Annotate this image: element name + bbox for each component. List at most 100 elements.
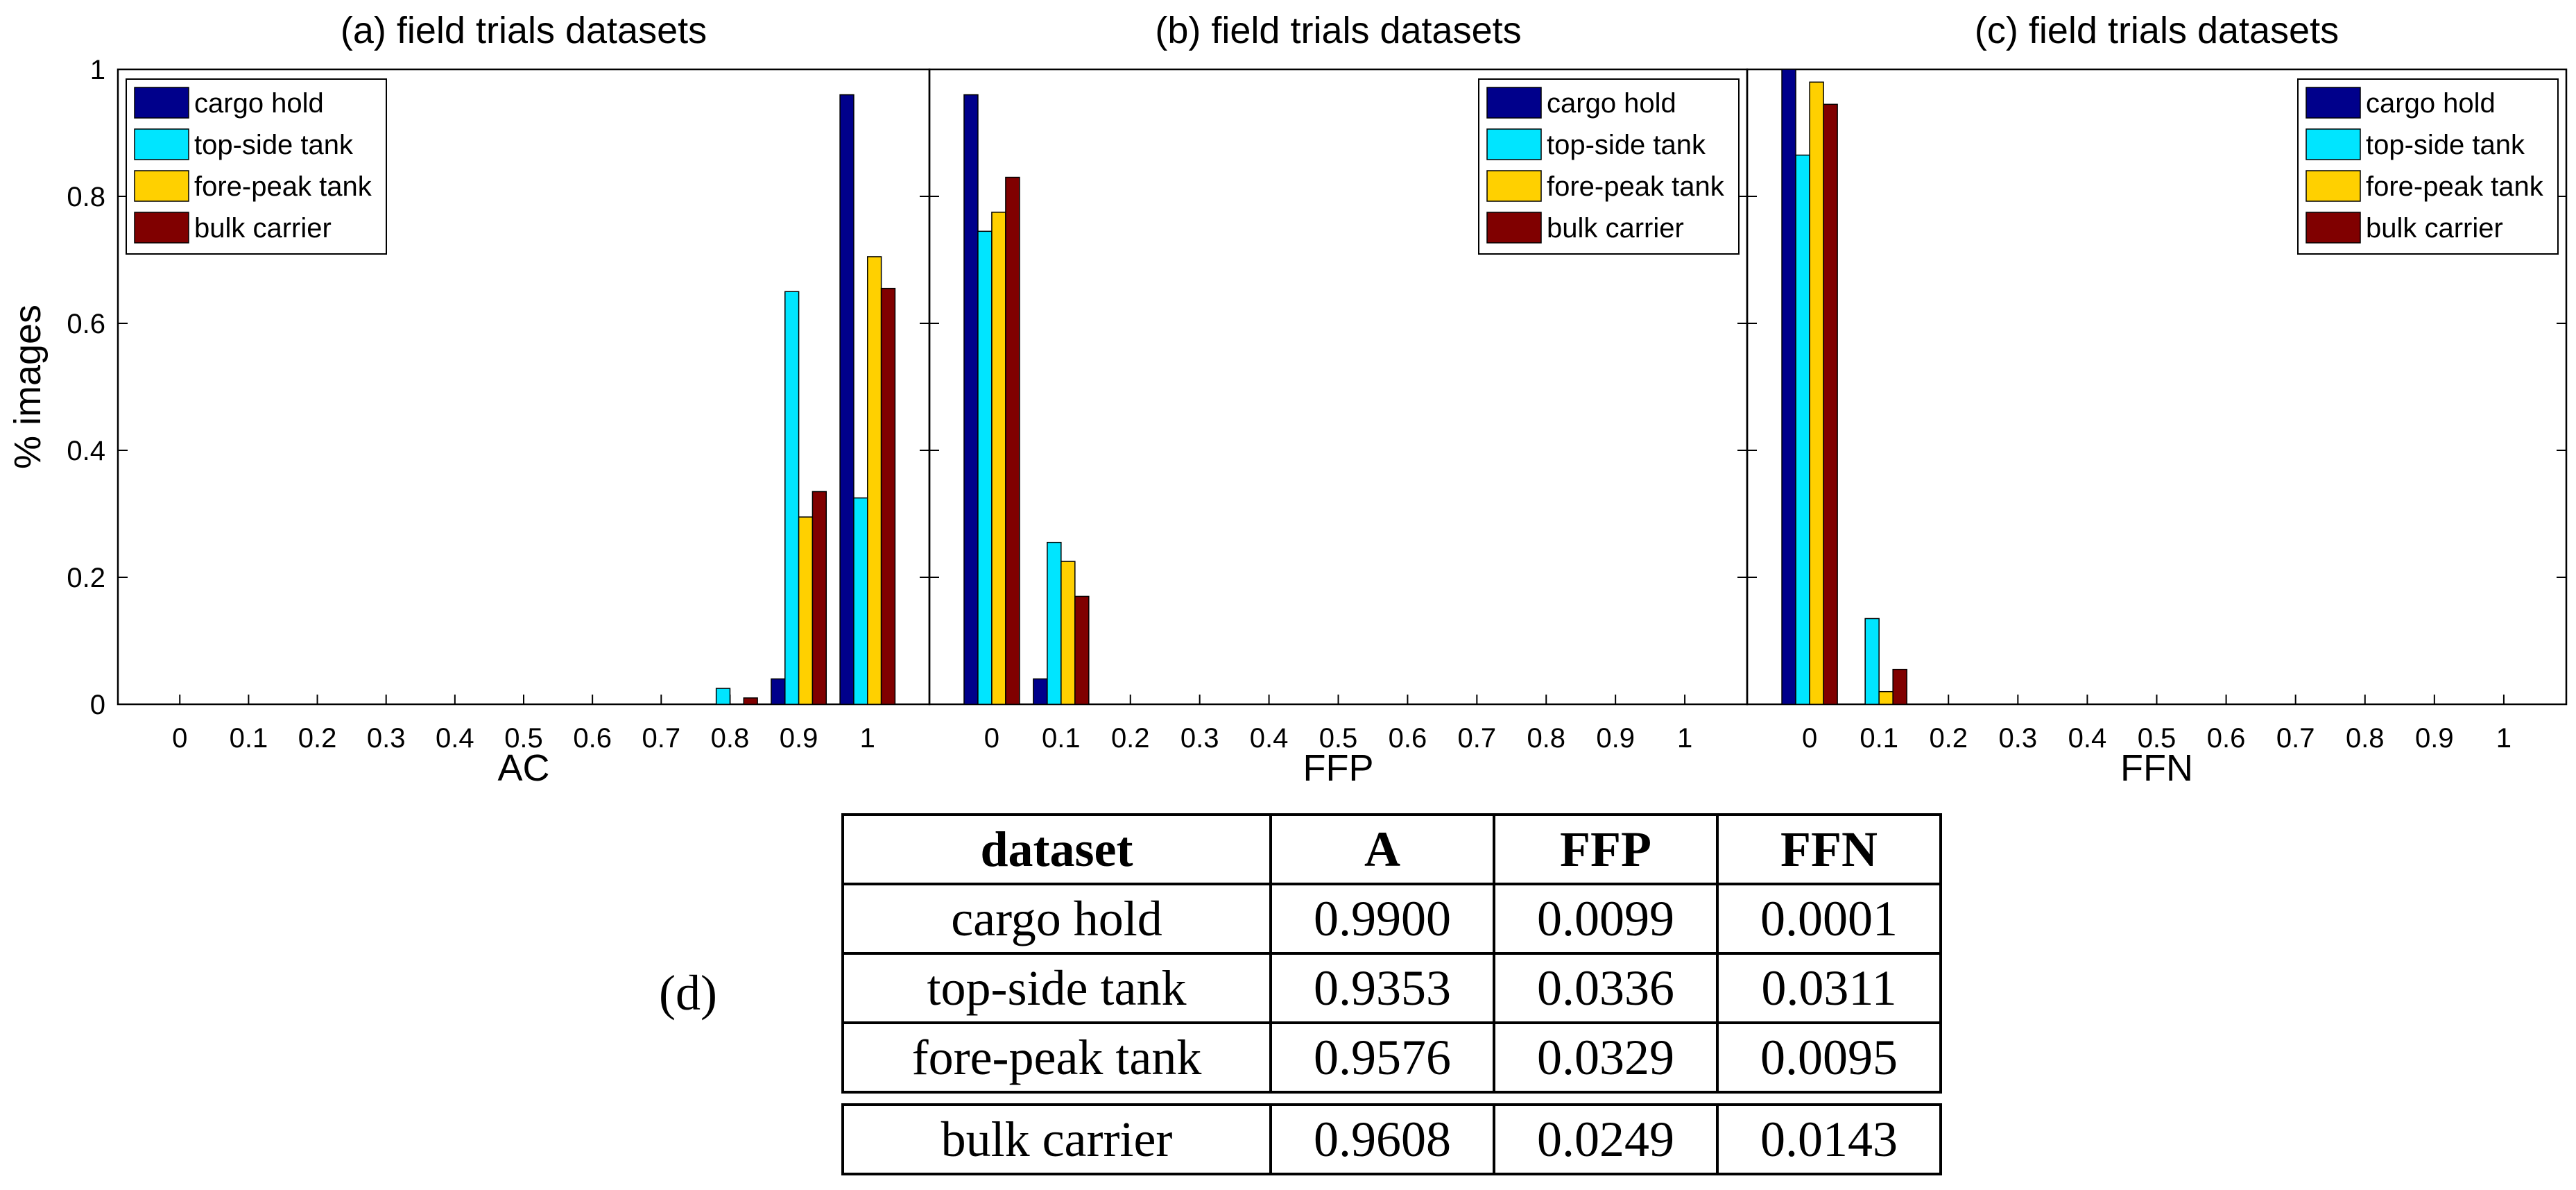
panel-b-x-tick-label: 0 (984, 723, 999, 754)
panel-b-x-tick-label: 0.8 (1527, 723, 1565, 754)
panel-c-x-tick-label: 0.3 (1999, 723, 2038, 754)
panel-b-bar (1005, 176, 1020, 705)
table-row: top-side tank 0.9353 0.0336 0.0311 (841, 952, 1942, 1024)
panel-a-bar (853, 497, 868, 705)
panel-a-legend-label: cargo hold (194, 88, 324, 119)
panel-c-bar (1892, 668, 1907, 705)
results-table: dataset A FFP FFN cargo hold 0.9900 0.00… (841, 813, 1942, 1175)
panel-a-x-tick-label: 0.5 (504, 723, 543, 754)
panel-b-bar (1047, 541, 1062, 705)
panel-b-legend-label: cargo hold (1547, 88, 1676, 119)
table-cell: 0.0311 (1716, 952, 1942, 1024)
panel-c-x-tick-label: 0.6 (2207, 723, 2246, 754)
panel-c-bar (1823, 103, 1838, 705)
panel-b-legend-swatch (1486, 212, 1542, 244)
results-table-wrap: dataset A FFP FFN cargo hold 0.9900 0.00… (841, 813, 1942, 1175)
table-row-summary: bulk carrier 0.9608 0.0249 0.0143 (841, 1103, 1942, 1175)
panel-c-x-tick-label: 0.8 (2346, 723, 2385, 754)
panel-c-xlabel: FFN (2120, 747, 2193, 784)
panel-a-bar (771, 678, 786, 705)
header-ffn: FFN (1716, 813, 1942, 885)
panel-a-y-tick-label: 0.8 (67, 182, 105, 212)
panel-a-legend-label: bulk carrier (194, 213, 332, 244)
table-cell: 0.0095 (1716, 1021, 1942, 1094)
panel-a-x-tick-label: 0.4 (436, 723, 474, 754)
panel-c-x-tick-label: 0.5 (2138, 723, 2176, 754)
panel-a-bar (867, 256, 882, 705)
panel-a-legend-swatch (134, 170, 189, 202)
table-cell: bulk carrier (841, 1103, 1272, 1175)
panel-b-legend-swatch (1486, 87, 1542, 119)
panel-a-legend-label: top-side tank (194, 130, 354, 160)
table-cell: 0.9900 (1269, 883, 1495, 955)
table-cell: 0.0099 (1493, 883, 1719, 955)
panel-b-x-tick-label: 0.5 (1319, 723, 1358, 754)
panel-b-xlabel: FFP (1303, 747, 1374, 784)
panel-c-legend-label: cargo hold (2366, 88, 2496, 119)
table-header-row: dataset A FFP FFN (841, 813, 1942, 885)
table-cell: 0.9576 (1269, 1021, 1495, 1094)
panel-a-bar (715, 688, 731, 705)
panel-b-x-tick-label: 0.4 (1250, 723, 1289, 754)
panel-a-legend-swatch (134, 212, 189, 244)
panel-c-bar (1781, 69, 1796, 705)
panel-b-x-tick-label: 1 (1677, 723, 1692, 754)
panel-a-bar (839, 94, 855, 705)
panel-b-x-tick-label: 0.7 (1458, 723, 1497, 754)
panel-a-bar (812, 491, 827, 705)
table-cell: 0.0001 (1716, 883, 1942, 955)
header-dataset: dataset (841, 813, 1272, 885)
panel-a-legend-swatch (134, 128, 189, 160)
panel-b-bar (991, 212, 1006, 705)
panel-c-x-tick-label: 1 (2496, 723, 2511, 754)
panel-b-x-tick-label: 0.3 (1180, 723, 1219, 754)
panel-b-x-tick-label: 0.1 (1042, 723, 1081, 754)
panel-a-x-tick-label: 0.7 (642, 723, 681, 754)
table-cell: fore-peak tank (841, 1021, 1272, 1094)
panel-c-bar (1864, 618, 1880, 705)
panel-b-x-tick-label: 0.6 (1389, 723, 1427, 754)
panel-a-x-tick-label: 0.9 (780, 723, 818, 754)
panel-b-legend-label: bulk carrier (1547, 213, 1684, 244)
panel-a-x-tick-label: 0.6 (573, 723, 612, 754)
table-cell: top-side tank (841, 952, 1272, 1024)
panel-a-legend-swatch (134, 87, 189, 119)
panel-c-x-tick-label: 0.4 (2068, 723, 2107, 754)
panel-c-x-tick-label: 0.1 (1860, 723, 1898, 754)
panel-b-legend-swatch (1486, 128, 1542, 160)
table-cell: 0.0249 (1493, 1103, 1719, 1175)
panel-c-x-tick-label: 0.7 (2276, 723, 2315, 754)
panel-a-x-tick-label: 0.2 (298, 723, 337, 754)
panel-a-x-tick-label: 0.1 (230, 723, 268, 754)
panel-a-y-tick-label: 0.6 (67, 309, 105, 339)
panel-a-x-tick-label: 0.8 (711, 723, 750, 754)
panel-a-x-tick-label: 0 (172, 723, 187, 754)
panel-b-legend-label: fore-peak tank (1547, 171, 1725, 202)
table-cell: 0.0143 (1716, 1103, 1942, 1175)
panel-c-x-tick-label: 0.9 (2415, 723, 2454, 754)
panel-c-legend-swatch (2305, 212, 2361, 244)
panel-c-x-tick-label: 0.2 (1929, 723, 1968, 754)
panel-c-legend-swatch (2305, 170, 2361, 202)
panel-b-bar (1061, 561, 1076, 705)
panel-a-x-tick-label: 1 (860, 723, 875, 754)
panel-c-legend-swatch (2305, 87, 2361, 119)
panel-a-legend-label: fore-peak tank (194, 171, 372, 202)
panel-b-x-tick-label: 0.9 (1596, 723, 1635, 754)
panel-c-legend-label: top-side tank (2366, 130, 2525, 160)
table-cell: cargo hold (841, 883, 1272, 955)
panel-a-y-tick-label: 1 (90, 55, 105, 85)
table-separator (843, 1091, 1941, 1106)
bar-charts: (a) field trials datasets AC 0 0.1 0.2 0.3 0.4… (7, 10, 2568, 784)
table-cell: 0.0329 (1493, 1021, 1719, 1094)
panel-a-xlabel: AC (497, 747, 549, 784)
panel-b-bar (977, 230, 993, 705)
panel-a-y-tick-label: 0.4 (67, 436, 105, 466)
panel-a-ylabel: % images (7, 305, 49, 469)
table-row: cargo hold 0.9900 0.0099 0.0001 (841, 883, 1942, 955)
panel-b-bar (1074, 595, 1090, 705)
panel-a-x-tick-label: 0.3 (367, 723, 406, 754)
panel-b-legend-label: top-side tank (1547, 130, 1706, 160)
panel-c-x-tick-label: 0 (1802, 723, 1817, 754)
panel-b-bar (1033, 678, 1048, 705)
